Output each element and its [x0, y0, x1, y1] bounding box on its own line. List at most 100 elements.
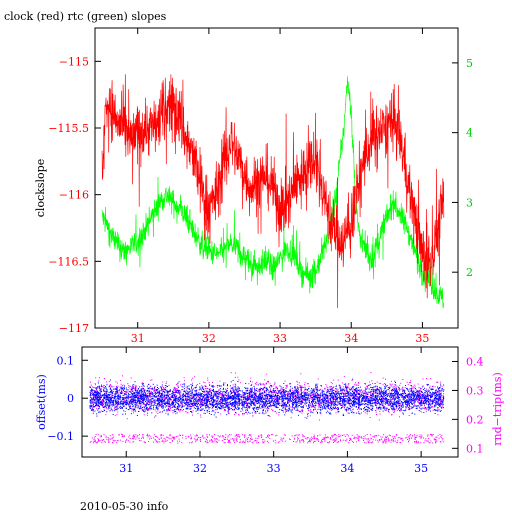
offset-point — [185, 402, 186, 404]
roundtrip-point — [217, 391, 219, 393]
roundtrip-point — [172, 440, 173, 442]
offset-point — [246, 390, 248, 392]
roundtrip-point — [227, 436, 229, 438]
roundtrip-point — [387, 437, 389, 439]
offset-point — [174, 397, 176, 399]
roundtrip-point — [115, 394, 117, 396]
offset-point — [210, 397, 211, 399]
roundtrip-point — [236, 439, 238, 441]
offset-point — [151, 388, 153, 389]
roundtrip-point — [142, 436, 144, 438]
offset-point — [322, 402, 324, 404]
offset-point — [201, 387, 203, 389]
roundtrip-point — [203, 437, 205, 439]
roundtrip-point — [164, 440, 166, 442]
offset-point — [306, 398, 308, 400]
offset-point — [365, 408, 366, 410]
roundtrip-point — [343, 405, 345, 407]
roundtrip-point — [213, 385, 215, 387]
roundtrip-point — [114, 415, 116, 417]
offset-point — [367, 402, 369, 404]
roundtrip-point — [439, 392, 441, 394]
offset-point — [430, 388, 432, 390]
roundtrip-point — [246, 401, 247, 403]
roundtrip-point — [214, 439, 216, 441]
roundtrip-point — [185, 438, 187, 440]
offset-point — [101, 402, 103, 404]
roundtrip-point — [272, 393, 274, 395]
offset-point — [420, 403, 422, 405]
offset-point — [331, 391, 333, 393]
roundtrip-point — [237, 434, 239, 436]
roundtrip-point — [394, 440, 396, 442]
offset-point — [301, 390, 302, 392]
roundtrip-point — [284, 405, 286, 407]
offset-point — [380, 391, 382, 393]
offset-point — [178, 392, 180, 394]
roundtrip-point — [319, 404, 321, 406]
roundtrip-point — [372, 388, 374, 390]
roundtrip-point — [99, 389, 101, 391]
offset-point — [355, 402, 357, 404]
roundtrip-point — [422, 397, 424, 399]
offset-point — [198, 395, 200, 397]
roundtrip-point — [146, 392, 148, 394]
roundtrip-point — [237, 402, 239, 404]
roundtrip-point — [246, 437, 248, 439]
offset-point — [383, 393, 385, 395]
roundtrip-point — [218, 396, 220, 398]
roundtrip-point — [358, 382, 360, 383]
roundtrip-point — [408, 439, 410, 441]
roundtrip-point — [123, 405, 125, 407]
offset-point — [148, 383, 149, 385]
roundtrip-point — [271, 405, 273, 407]
roundtrip-point — [400, 388, 402, 390]
roundtrip-point — [98, 440, 99, 442]
roundtrip-point — [428, 442, 430, 444]
roundtrip-point — [342, 389, 344, 391]
roundtrip-point — [258, 413, 260, 414]
roundtrip-point — [331, 402, 333, 404]
roundtrip-point — [137, 397, 138, 398]
roundtrip-point — [199, 439, 201, 441]
roundtrip-point — [342, 386, 344, 388]
offset-point — [200, 400, 202, 402]
offset-point — [344, 404, 346, 406]
roundtrip-point — [97, 438, 99, 440]
offset-point — [201, 408, 203, 410]
offset-point — [106, 384, 108, 386]
offset-point — [425, 398, 427, 400]
offset-point — [98, 402, 100, 404]
offset-point — [346, 406, 348, 408]
offset-point — [147, 398, 149, 400]
offset-point — [99, 403, 100, 405]
offset-point — [363, 396, 365, 398]
roundtrip-point — [238, 435, 240, 437]
roundtrip-point — [251, 381, 253, 383]
roundtrip-point — [211, 402, 213, 404]
roundtrip-point — [385, 439, 387, 441]
offset-point — [164, 404, 166, 405]
roundtrip-point — [375, 385, 377, 387]
roundtrip-point — [113, 407, 115, 409]
offset-point — [220, 401, 222, 403]
roundtrip-point — [163, 442, 165, 444]
offset-point — [294, 407, 296, 409]
offset-point — [251, 389, 253, 390]
roundtrip-point — [273, 440, 275, 442]
offset-point — [426, 391, 428, 393]
offset-point — [342, 398, 344, 400]
roundtrip-point — [211, 435, 213, 437]
roundtrip-point — [330, 387, 332, 389]
roundtrip-point — [104, 440, 106, 442]
roundtrip-point — [219, 435, 221, 437]
roundtrip-point — [309, 415, 311, 417]
offset-point — [293, 407, 295, 409]
roundtrip-point — [225, 434, 227, 436]
offset-point — [394, 402, 396, 404]
offset-point — [345, 404, 347, 406]
roundtrip-point — [125, 402, 126, 404]
offset-point — [327, 407, 329, 409]
offset-point — [147, 395, 149, 397]
roundtrip-point — [331, 435, 333, 437]
